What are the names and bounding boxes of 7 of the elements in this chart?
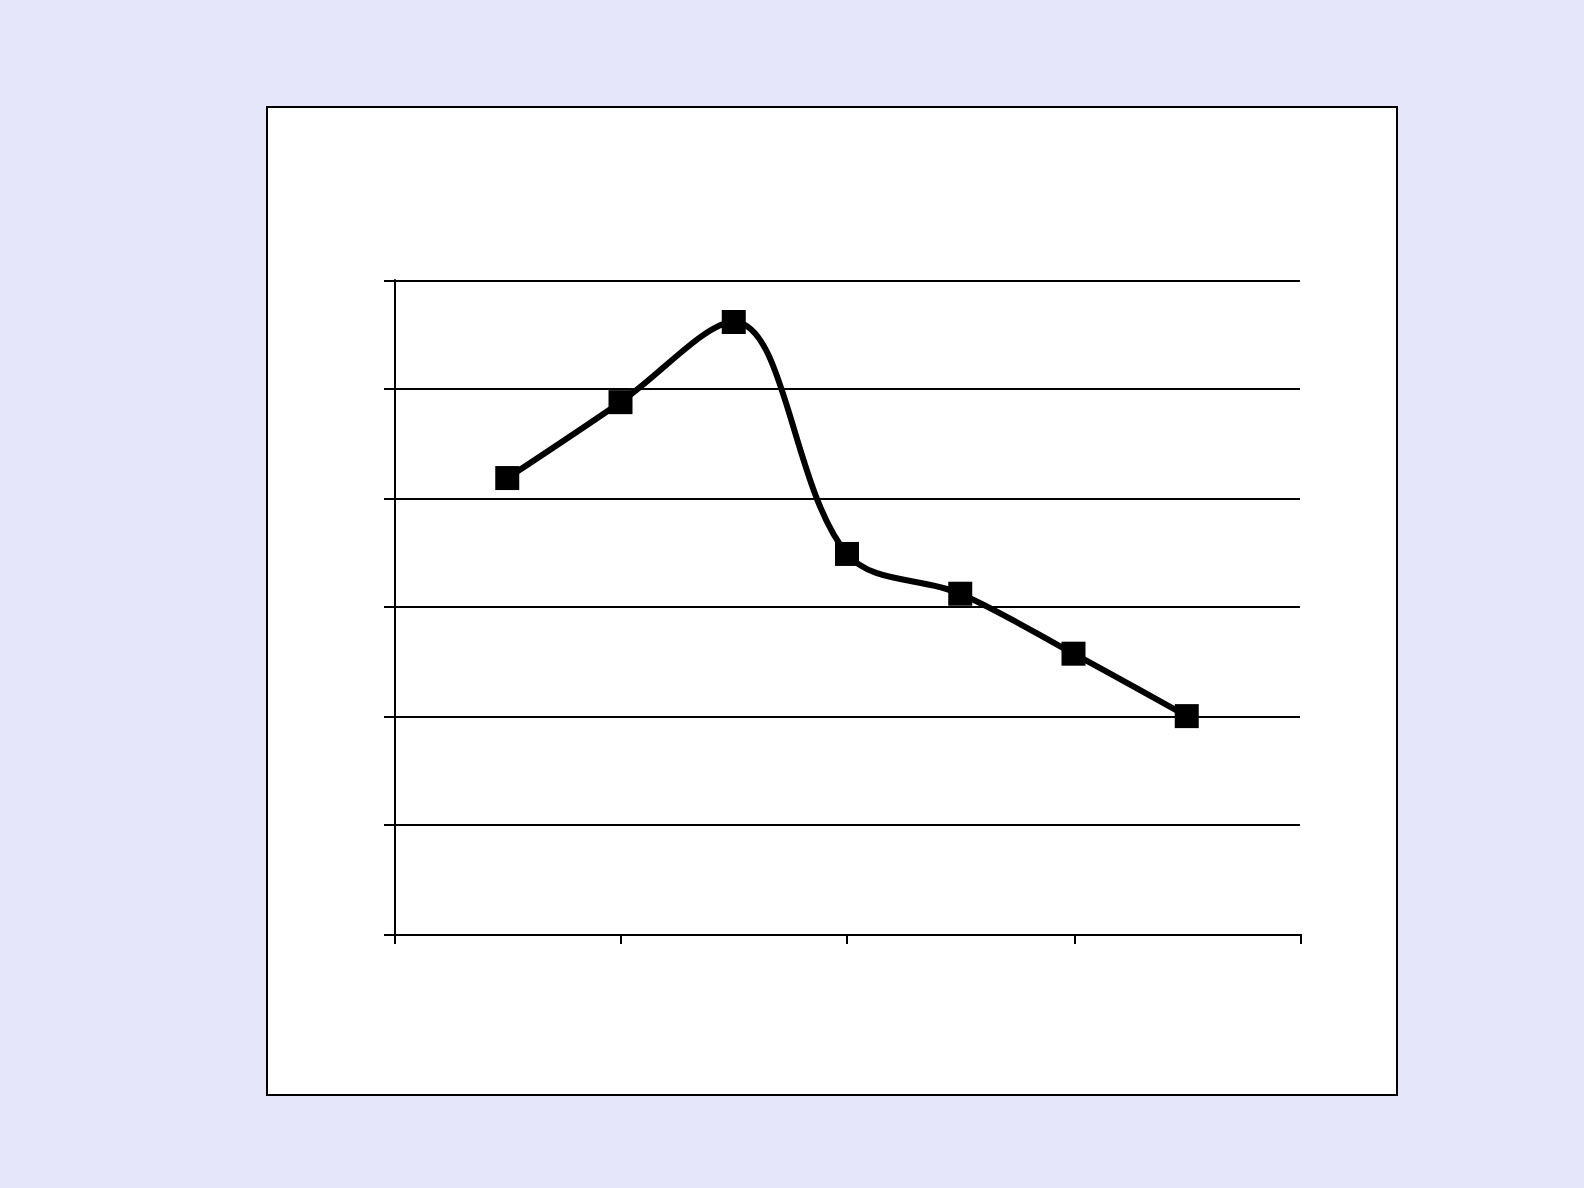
point	[1174, 704, 1199, 729]
point	[835, 541, 859, 566]
point	[1061, 641, 1086, 666]
point	[721, 309, 746, 334]
point	[608, 390, 633, 415]
point	[495, 466, 520, 491]
point	[948, 581, 973, 606]
